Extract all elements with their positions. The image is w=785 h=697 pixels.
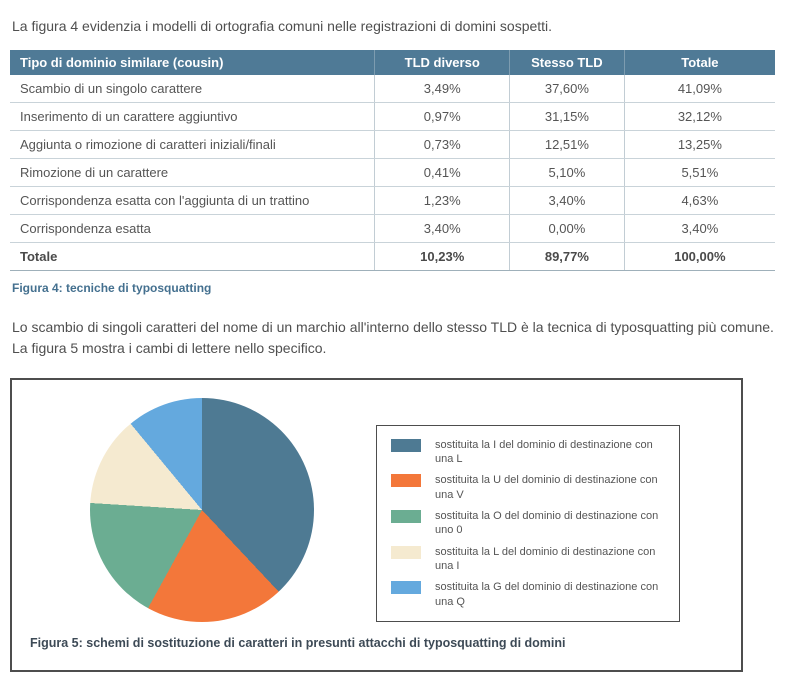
legend-label: sostituita la G del dominio di destinazi… xyxy=(435,581,659,608)
legend-item: sostituita la U del dominio di destinazi… xyxy=(391,473,669,502)
table-header-cell: Tipo di dominio similare (cousin) xyxy=(10,50,375,76)
table-row: Rimozione di un carattere 0,41% 5,10% 5,51% xyxy=(10,158,775,188)
chart-row: sostituita la I del dominio di destinazi… xyxy=(12,397,741,622)
table-total-cell: 10,23% xyxy=(374,242,510,272)
legend-swatch-icon xyxy=(391,510,421,524)
body-paragraph: Lo scambio di singoli caratteri del nome… xyxy=(12,319,774,356)
figure5-caption: Figura 5: schemi di sostituzione di cara… xyxy=(30,635,566,650)
legend-item: sostituita la I del dominio di destinazi… xyxy=(391,438,669,467)
table-row: Scambio di un singolo carattere 3,49% 37,6… xyxy=(10,75,775,104)
table-row: Aggiunta o rimozione di caratteri inizia… xyxy=(10,130,775,160)
table-cell: Corrispondenza esatta xyxy=(10,214,375,244)
table-cell: 12,51% xyxy=(509,130,625,160)
table-cell: 5,51% xyxy=(623,158,775,188)
table-total-row: Totale 10,23% 89,77% 100,00% xyxy=(10,242,775,272)
table-body: Scambio di un singolo carattere 3,49% 37,6… xyxy=(10,75,775,272)
table-total-cell: Totale xyxy=(10,242,375,272)
legend-item: sostituita la O del dominio di destinazi… xyxy=(391,509,669,538)
legend-item: sostituita la G del dominio di destinazi… xyxy=(391,580,669,609)
table-cell: Aggiunta o rimozione di caratteri inizia… xyxy=(10,130,375,160)
table-cell: Corrispondenza esatta con l'aggiunta di … xyxy=(10,186,375,216)
legend-box: sostituita la I del dominio di destinazi… xyxy=(376,424,680,622)
legend-label: sostituita la O del dominio di destinazi… xyxy=(435,510,659,537)
table-cell: 4,63% xyxy=(623,186,775,216)
table-cell: 41,09% xyxy=(623,75,775,104)
table-cell: 31,15% xyxy=(509,102,625,132)
table-header-cell: Stesso TLD xyxy=(509,50,625,76)
pie-chart xyxy=(90,397,314,622)
intro-paragraph: La figura 4 evidenzia i modelli di ortog… xyxy=(12,18,553,34)
table-cell: Inserimento di un carattere aggiuntivo xyxy=(10,102,375,132)
legend-swatch-icon xyxy=(391,438,421,452)
table-cell: 5,10% xyxy=(509,158,625,188)
legend-swatch-icon xyxy=(391,474,421,488)
table-total-cell: 89,77% xyxy=(509,242,625,272)
legend-swatch-icon xyxy=(391,545,421,559)
table-cell: 0,97% xyxy=(374,102,510,132)
legend-label: sostituita la L del dominio di destinazi… xyxy=(435,545,656,572)
legend-item: sostituita la L del dominio di destinazi… xyxy=(391,545,669,574)
table-row: Corrispondenza esatta 3,40% 0,00% 3,40% xyxy=(10,214,775,244)
table-cell: 3,49% xyxy=(374,75,510,104)
table-cell: 1,23% xyxy=(374,186,510,216)
table-cell: 3,40% xyxy=(509,186,625,216)
legend-label: sostituita la I del dominio di destinazi… xyxy=(435,438,653,466)
table-cell: 0,00% xyxy=(509,214,625,244)
table-cell: 13,25% xyxy=(623,130,775,160)
legend-swatch-icon xyxy=(391,581,421,595)
table-cell: 37,60% xyxy=(509,75,625,104)
table-cell: 0,41% xyxy=(374,158,510,188)
table-header-cell: Totale xyxy=(623,50,775,76)
table-total-cell: 100,00% xyxy=(623,242,775,272)
legend-label: sostituita la U del dominio di destinazi… xyxy=(435,474,658,501)
table-cell: 32,12% xyxy=(623,102,775,132)
table-row: Corrispondenza esatta con l'aggiunta di … xyxy=(10,186,775,216)
table-cell: 0,73% xyxy=(374,130,510,160)
typosquatting-table: Tipo di dominio similare (cousin) TLD div… xyxy=(10,50,775,272)
table-cell: 3,40% xyxy=(374,214,510,244)
table-header: Tipo di dominio similare (cousin) TLD div… xyxy=(10,50,775,76)
table-cell: Rimozione di un carattere xyxy=(10,158,375,188)
table-cell: 3,40% xyxy=(623,214,775,244)
table-header-cell: TLD diverso xyxy=(374,50,510,76)
table-row: Inserimento di un carattere aggiuntivo 0,… xyxy=(10,102,775,132)
table-cell: Scambio di un singolo carattere xyxy=(10,75,375,104)
figure4-caption: Figura 4: tecniche di typosquatting xyxy=(12,281,212,296)
figure5-box: sostituita la I del dominio di destinazi… xyxy=(10,377,743,672)
